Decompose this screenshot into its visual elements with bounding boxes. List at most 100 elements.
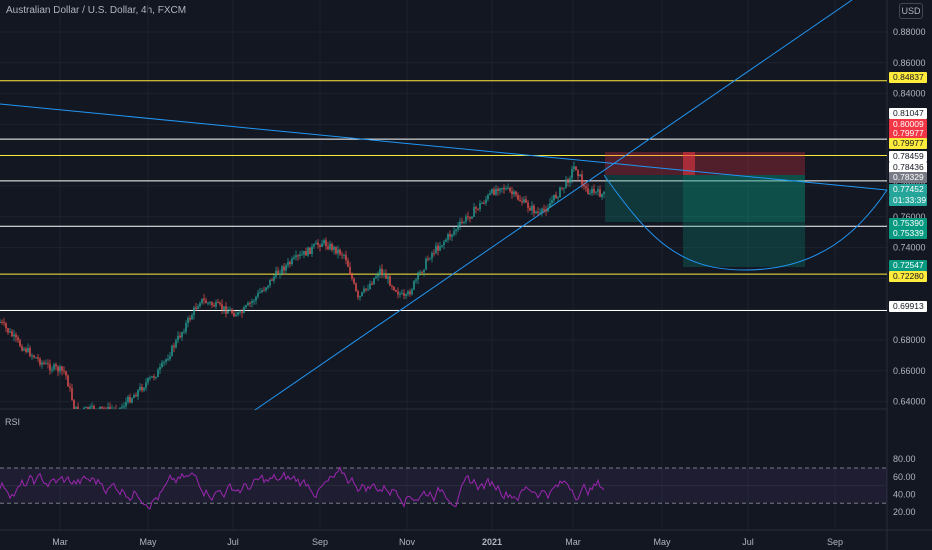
candle-body (357, 291, 359, 298)
candle-body (507, 187, 509, 189)
candle-body (495, 188, 497, 195)
price-tag-bg (889, 260, 927, 271)
currency-selector[interactable]: USD (899, 3, 923, 19)
candle-body (149, 377, 151, 379)
candle-body (335, 246, 337, 254)
candle-body (265, 287, 267, 291)
candle-body (591, 188, 593, 194)
candle-body (213, 305, 215, 307)
candle-body (485, 199, 487, 204)
candle-body (195, 307, 197, 310)
candle-body (85, 407, 87, 409)
candle-body (475, 207, 477, 209)
candle-body (367, 289, 369, 291)
candle-body (5, 323, 7, 329)
candle-body (67, 375, 69, 387)
price-tag-label: 0.69913 (893, 301, 924, 311)
candle-body (459, 221, 461, 226)
candle-body (147, 378, 149, 383)
candle-body (155, 377, 157, 379)
stop-loss-zone (683, 152, 695, 175)
candle-body (603, 191, 605, 194)
candle-body (539, 212, 541, 214)
candle-body (83, 407, 85, 409)
price-tag-bg (889, 184, 927, 195)
candle-body (345, 254, 347, 261)
candle-body (595, 191, 597, 193)
candle-body (581, 174, 583, 185)
price-tag-label: 0.81047 (893, 108, 924, 118)
price-tag-bg (889, 301, 927, 312)
candle-body (307, 247, 309, 256)
price-tag-bg (889, 151, 927, 162)
candle-body (331, 243, 333, 251)
candle-body (173, 345, 175, 348)
candle-body (429, 258, 431, 260)
candle-body (569, 178, 571, 183)
candle-body (535, 211, 537, 214)
candle-body (319, 245, 321, 247)
candle-body (223, 306, 225, 310)
candle-body (251, 301, 253, 304)
candle-body (49, 364, 51, 371)
candle-body (541, 208, 543, 213)
candle-body (327, 246, 329, 250)
candle-body (7, 328, 9, 333)
candle-body (273, 276, 275, 281)
candle-body (515, 191, 517, 195)
candle-body (559, 187, 561, 198)
candle-body (207, 302, 209, 304)
candle-body (135, 394, 137, 397)
candle-body (419, 271, 421, 273)
candle-body (243, 307, 245, 314)
candle-body (525, 199, 527, 203)
price-tag-bg (889, 218, 927, 229)
rsi-indicator-label[interactable]: RSI (5, 417, 21, 427)
candle-body (175, 340, 177, 348)
candle-body (445, 239, 447, 242)
price-axis-label: 0.88000 (893, 27, 926, 37)
candle-body (447, 234, 449, 240)
candle-body (13, 334, 15, 337)
candle-body (565, 179, 567, 188)
candle-body (383, 273, 385, 275)
candle-body (197, 306, 199, 310)
candle-body (351, 274, 353, 279)
candle-body (191, 314, 193, 320)
candle-body (385, 273, 387, 279)
candle-body (15, 334, 17, 338)
candle-body (561, 187, 563, 189)
candle-body (261, 290, 263, 293)
candle-body (347, 260, 349, 267)
price-tag: 0.79977 (889, 128, 927, 139)
candle-body (269, 279, 271, 286)
candle-body (229, 309, 231, 312)
candle-body (57, 366, 59, 372)
price-tag: 0.77452 (889, 184, 927, 195)
candle-body (1, 321, 3, 323)
candle-body (457, 225, 459, 230)
candle-body (253, 300, 255, 302)
candle-body (391, 285, 393, 287)
candle-body (371, 283, 373, 285)
candle-body (323, 240, 325, 244)
candle-body (279, 273, 281, 275)
price-tag-label: 0.84837 (893, 72, 924, 82)
candle-body (75, 406, 77, 409)
candle-body (373, 278, 375, 285)
candle-body (39, 358, 41, 365)
candle-body (31, 355, 33, 357)
candle-body (285, 265, 287, 271)
price-axis-label: 0.68000 (893, 335, 926, 345)
price-tag: 0.79977 (889, 138, 927, 149)
candle-body (245, 305, 247, 308)
candle-body (55, 364, 57, 367)
price-tag: 0.75339 (889, 228, 927, 239)
candle-body (423, 269, 425, 273)
candlestick-series (0, 161, 605, 409)
candle-body (557, 197, 559, 199)
time-axis-label: Sep (827, 537, 843, 547)
price-tag-bg (889, 228, 927, 239)
candle-body (181, 332, 183, 338)
